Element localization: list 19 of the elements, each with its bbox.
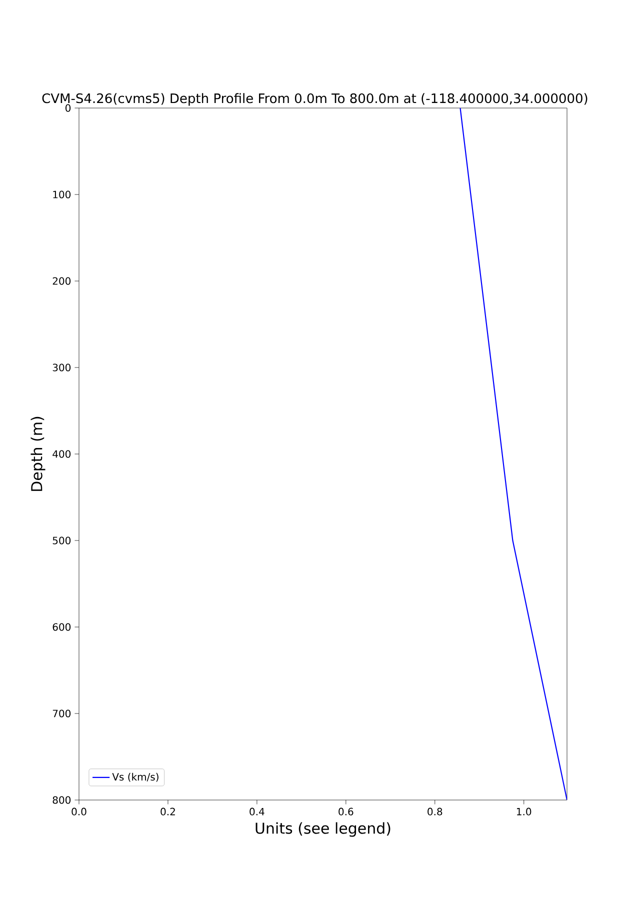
x-tick-label: 0.8 xyxy=(428,808,442,816)
y-tick-label: 300 xyxy=(52,364,71,372)
y-tick-label: 700 xyxy=(52,710,71,718)
x-tick-label: 0.0 xyxy=(72,808,86,816)
legend-label: Vs (km/s) xyxy=(112,772,158,782)
y-tick-label: 200 xyxy=(52,277,71,285)
x-tick-label: 0.6 xyxy=(338,808,354,816)
chart-title: CVM-S4.26(cvms5) Depth Profile From 0.0m To 800.0m at (-118.400000,34.000000) xyxy=(42,93,588,106)
x-axis-title: Units (see legend) xyxy=(256,822,390,837)
x-tick-label: 0.2 xyxy=(160,808,175,816)
y-tick-label: 800 xyxy=(52,796,71,804)
y-tick-label: 100 xyxy=(53,190,71,198)
x-tick-label: 1.0 xyxy=(516,808,532,816)
y-tick-label: 0 xyxy=(65,104,71,112)
y-tick-label: 400 xyxy=(52,450,71,458)
x-tick-label: 0.4 xyxy=(250,808,264,816)
y-tick-label: 500 xyxy=(52,536,71,544)
y-tick-label: 600 xyxy=(52,623,71,631)
y-axis-title: Depth (m) xyxy=(30,416,46,491)
